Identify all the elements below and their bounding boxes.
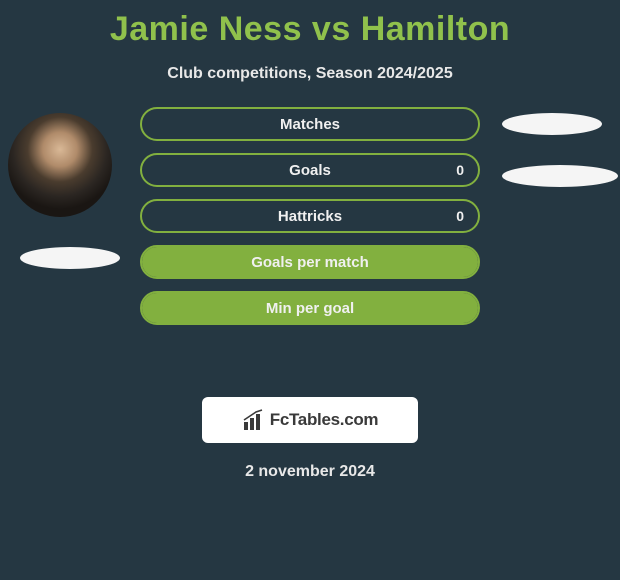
player-name-pill: [20, 247, 120, 269]
subtitle: Club competitions, Season 2024/2025: [0, 65, 620, 83]
brand-badge: FcTables.com: [202, 397, 418, 443]
player-avatar: [8, 113, 112, 217]
stat-label: Hattricks: [278, 208, 342, 225]
stat-label: Min per goal: [266, 300, 354, 317]
stat-row-matches: Matches: [140, 107, 480, 141]
stat-label: Goals per match: [251, 254, 369, 271]
opponent-pill-1: [502, 113, 602, 135]
page-title: Jamie Ness vs Hamilton: [0, 0, 620, 49]
stat-label: Goals: [289, 162, 331, 179]
date-text: 2 november 2024: [0, 463, 620, 481]
bars-icon: [242, 408, 266, 432]
stat-row-goals-per-match: Goals per match: [140, 245, 480, 279]
comparison-content: Matches Goals 0 Hattricks 0 Goals per ma…: [0, 113, 620, 373]
stat-value: 0: [456, 208, 464, 224]
stat-row-min-per-goal: Min per goal: [140, 291, 480, 325]
stat-label: Matches: [280, 116, 340, 133]
stat-value: 0: [456, 162, 464, 178]
stat-row-hattricks: Hattricks 0: [140, 199, 480, 233]
stats-list: Matches Goals 0 Hattricks 0 Goals per ma…: [140, 107, 480, 337]
opponent-pill-2: [502, 165, 618, 187]
brand-text: FcTables.com: [270, 410, 379, 430]
stat-row-goals: Goals 0: [140, 153, 480, 187]
